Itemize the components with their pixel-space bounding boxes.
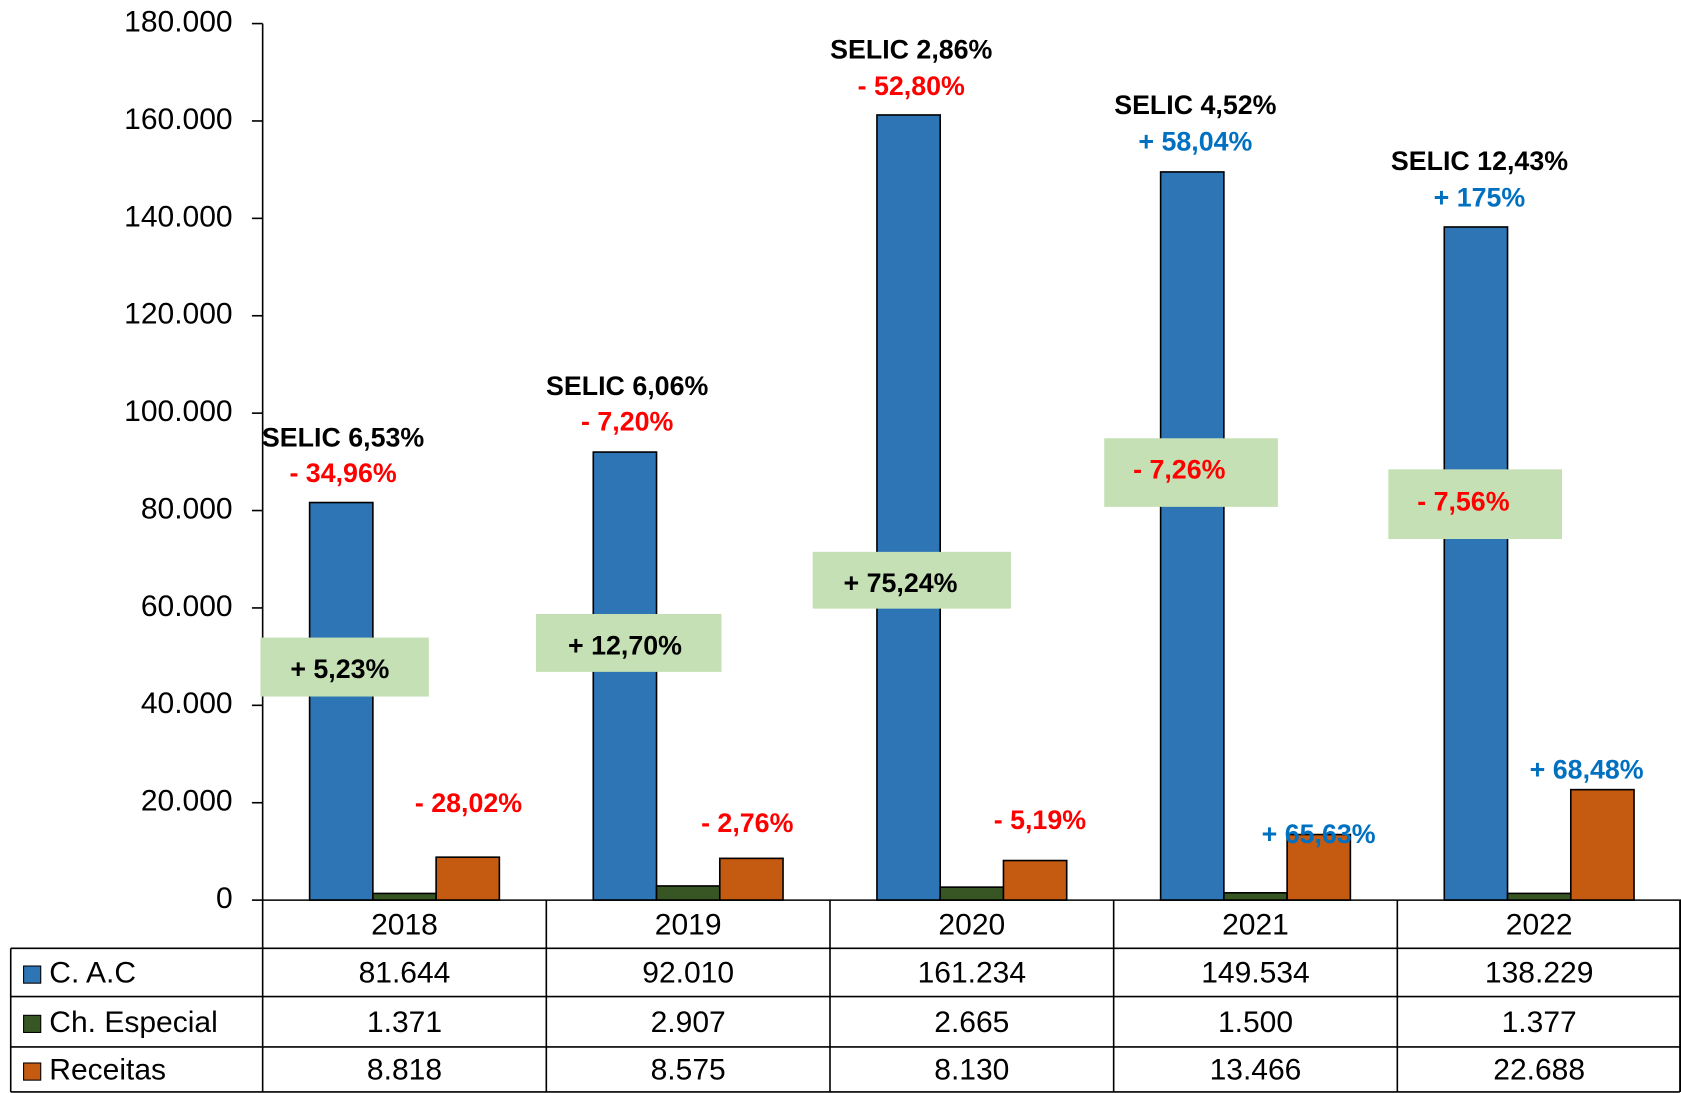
bar [876, 114, 942, 901]
bar [1506, 892, 1572, 901]
y-tick-label: 100.000 [124, 395, 232, 428]
table-value: 8.130 [934, 1053, 1009, 1086]
y-tick-label: 120.000 [124, 298, 232, 331]
x-tick-label: 2020 [938, 908, 1005, 941]
annotation-box [1388, 469, 1563, 539]
change-label: + 65,63% [1262, 819, 1376, 849]
table-value: 1.371 [367, 1006, 442, 1039]
y-tick-label: 180.000 [124, 6, 232, 39]
table-value: 1.500 [1218, 1006, 1293, 1039]
change-label: + 75,24% [844, 568, 958, 598]
annotation-box [536, 614, 722, 672]
bar [308, 501, 374, 901]
legend-swatch [23, 965, 42, 984]
bar [1002, 859, 1068, 901]
x-tick-label: 2022 [1506, 908, 1573, 941]
table-value: 161.234 [918, 957, 1026, 990]
table-value: 92.010 [642, 957, 734, 990]
selic-label: SELIC 6,53% [262, 422, 424, 452]
bar [1159, 171, 1225, 901]
change-label: + 58,04% [1138, 127, 1252, 157]
change-label: - 52,80% [858, 71, 965, 101]
change-label: + 175% [1434, 182, 1526, 212]
x-tick-label: 2018 [371, 908, 438, 941]
table-value: 149.534 [1201, 957, 1309, 990]
y-tick-label: 140.000 [124, 200, 232, 233]
y-tick-label: 40.000 [141, 687, 233, 720]
y-tick-label: 160.000 [124, 103, 232, 136]
change-label: - 7,20% [581, 406, 674, 436]
bar [1286, 833, 1352, 901]
bar [1443, 226, 1509, 901]
change-label: - 28,02% [415, 788, 522, 818]
annotation-box [1104, 438, 1278, 507]
legend-label: Receitas [49, 1053, 166, 1086]
selic-label: SELIC 4,52% [1114, 90, 1276, 120]
bar [435, 856, 501, 901]
table-value: 138.229 [1485, 957, 1593, 990]
change-label: - 2,76% [701, 808, 794, 838]
y-tick-label: 60.000 [141, 590, 233, 623]
table-value: 22.688 [1493, 1053, 1585, 1086]
selic-label: SELIC 12,43% [1391, 146, 1568, 176]
bar [718, 857, 784, 901]
table-value: 8.575 [651, 1053, 726, 1086]
change-label: - 5,19% [994, 805, 1087, 835]
bar [372, 892, 437, 901]
table-value: 81.644 [359, 957, 451, 990]
legend-swatch [23, 1014, 42, 1033]
table-value: 1.377 [1502, 1006, 1577, 1039]
table-value: 8.818 [367, 1053, 442, 1086]
bar [655, 885, 721, 901]
bar [1569, 788, 1635, 901]
annotation-box [260, 637, 429, 697]
change-label: + 12,70% [568, 630, 682, 660]
selic-label: SELIC 2,86% [830, 35, 992, 65]
legend-label: Ch. Especial [49, 1006, 217, 1039]
bar [939, 886, 1005, 901]
x-tick-label: 2021 [1222, 908, 1289, 941]
table-value: 2.665 [934, 1006, 1009, 1039]
bar [592, 451, 658, 901]
x-tick-label: 2019 [655, 908, 722, 941]
selic-label: SELIC 6,06% [546, 371, 708, 401]
y-tick-label: 0 [216, 882, 233, 915]
change-label: - 7,56% [1417, 487, 1510, 517]
table-value: 13.466 [1210, 1053, 1302, 1086]
bar [1223, 892, 1288, 901]
change-label: - 34,96% [289, 458, 396, 488]
change-label: + 68,48% [1530, 755, 1644, 785]
y-tick-label: 80.000 [141, 492, 233, 525]
legend-swatch [23, 1062, 42, 1081]
annotation-box [812, 551, 1011, 609]
change-label: + 5,23% [290, 654, 389, 684]
legend-label: C. A.C [49, 957, 136, 990]
change-label: - 7,26% [1133, 455, 1226, 485]
table-value: 2.907 [651, 1006, 726, 1039]
y-tick-label: 20.000 [141, 785, 233, 818]
